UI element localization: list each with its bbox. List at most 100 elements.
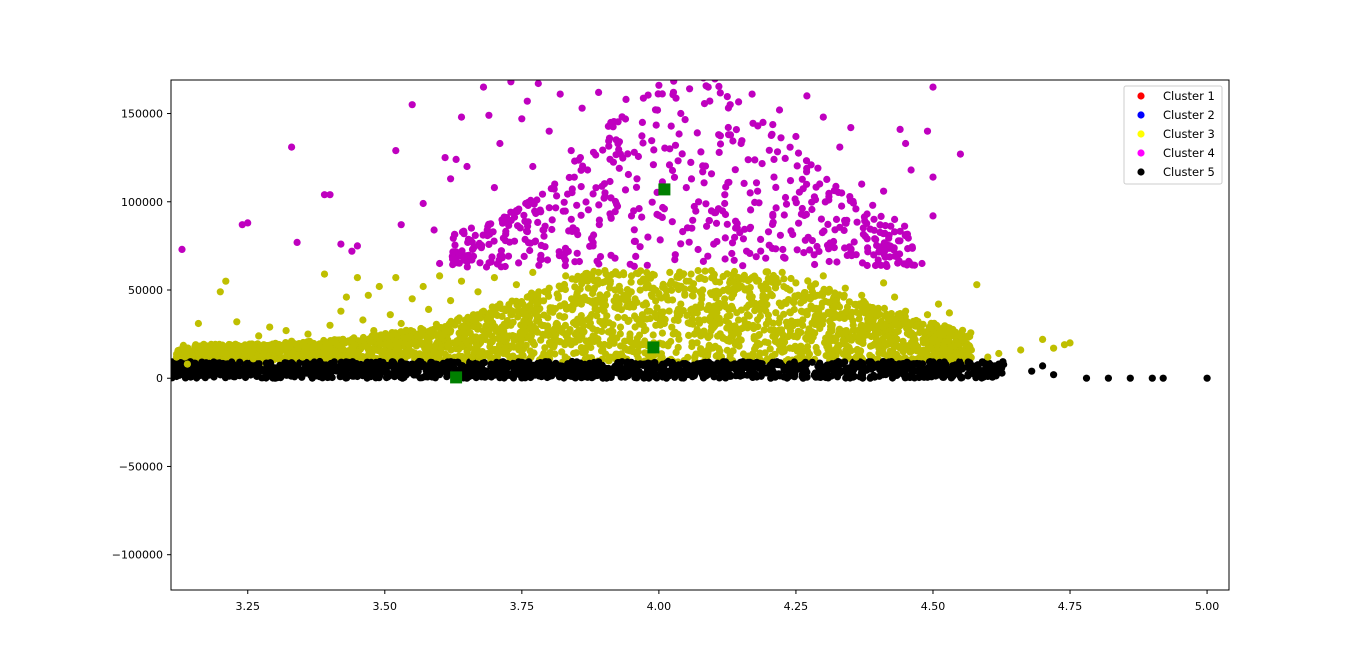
series-5-point <box>436 371 444 379</box>
cluster-4-dense-point <box>895 257 903 265</box>
cluster-5-dense-point <box>172 362 180 370</box>
cluster-4-dense-point <box>634 152 643 161</box>
cluster-3-dense-point <box>894 327 902 335</box>
cluster-4-dense-point <box>840 226 848 234</box>
series-4-point <box>605 134 614 142</box>
cluster-5-dense-point <box>913 359 921 368</box>
cluster-5-dense-point <box>288 359 296 367</box>
series-4-point <box>797 210 806 218</box>
cluster-4-dense-point <box>510 237 519 245</box>
cluster-3-dense-point <box>842 327 851 335</box>
series-3-point <box>447 297 455 305</box>
cluster-4-dense-point <box>798 175 806 183</box>
cluster-4-dense-point <box>540 232 548 240</box>
cluster-4-dense-point <box>799 185 807 193</box>
cluster-4-dense-point <box>678 150 686 158</box>
series-4-point <box>392 147 400 155</box>
series-4-point <box>775 106 784 114</box>
cluster-3-dense-point <box>540 311 548 319</box>
series-4-point <box>452 155 460 163</box>
cluster-4-dense-point <box>644 91 652 99</box>
cluster-4-dense-point <box>721 191 729 199</box>
cluster-5-dense-point <box>413 364 421 372</box>
cluster-4-dense-point <box>638 132 646 140</box>
series-3-point <box>249 355 257 363</box>
cluster-4-dense-point <box>896 227 904 235</box>
series-4-point <box>830 244 838 252</box>
series-4-point <box>743 247 751 255</box>
series-3-point <box>644 281 652 289</box>
series-3-point <box>902 307 910 315</box>
cluster-3-dense-point <box>754 276 763 285</box>
cluster-5-dense-point <box>891 361 900 369</box>
cluster-4-dense-point <box>488 253 496 261</box>
cluster-5-dense-point <box>247 371 255 379</box>
series-4-point <box>512 207 521 215</box>
series-4-point <box>814 164 822 172</box>
cluster-5-dense-point <box>837 367 845 375</box>
cluster-5-dense-point <box>296 359 304 367</box>
series-3-point <box>255 332 263 340</box>
series-5-point <box>956 372 965 381</box>
cluster-5-dense-point <box>227 365 235 373</box>
series-3-point <box>216 288 224 296</box>
cluster-4-dense-point <box>520 252 528 260</box>
series-4-point <box>754 187 762 195</box>
cluster-5-dense-point <box>710 373 718 381</box>
series-5-point <box>929 365 937 373</box>
series-3-point <box>841 284 849 292</box>
cluster-3-dense-point <box>568 295 576 303</box>
cluster-3-dense-point <box>958 329 966 337</box>
series-3-point <box>523 293 531 301</box>
series-5-point <box>172 372 181 381</box>
series-4-point <box>688 224 696 232</box>
cluster-5-dense-point <box>633 371 641 379</box>
cluster-3-dense-point <box>264 352 273 360</box>
series-3-point <box>995 349 1003 358</box>
cluster-3-dense-point <box>340 352 349 360</box>
cluster-3-dense-point <box>602 270 610 278</box>
cluster-5-dense-point <box>719 373 727 381</box>
series-4-point <box>408 101 416 109</box>
series-4-point <box>852 251 860 259</box>
series-3-point <box>907 330 915 338</box>
y-tick-label: 50000 <box>128 284 163 297</box>
cluster-4-dense-point <box>677 240 685 248</box>
series-3-point <box>710 270 718 278</box>
cluster-4-dense-point <box>722 183 730 191</box>
series-4-point <box>847 124 855 132</box>
cluster-5-dense-point <box>614 359 623 367</box>
series-4-point <box>523 97 531 105</box>
series-4-point <box>490 184 498 192</box>
cluster-3-dense-point <box>559 313 568 321</box>
cluster-3-dense-point <box>617 342 625 350</box>
cluster-4-dense-point <box>746 189 754 197</box>
series-4-point <box>584 166 592 174</box>
cluster-3-dense-point <box>262 342 270 350</box>
cluster-3-dense-point <box>215 340 223 348</box>
cluster-4-dense-point <box>820 227 828 235</box>
cluster-5-dense-point <box>627 369 635 377</box>
cluster-3-dense-point <box>611 297 620 305</box>
cluster-4-dense-point <box>523 218 531 227</box>
series-3-point <box>616 323 625 331</box>
cluster-3-dense-point <box>808 319 816 327</box>
series-4-point <box>825 196 833 204</box>
cluster-3-dense-point <box>192 341 200 349</box>
cluster-4-dense-point <box>772 183 780 191</box>
series-3-point <box>721 295 729 303</box>
cluster-5-dense-point <box>483 369 491 377</box>
series-3-point <box>880 279 888 287</box>
cluster-3-dense-point <box>494 335 502 343</box>
cluster-5-dense-point <box>255 360 263 368</box>
series-5-point <box>1126 374 1134 382</box>
cluster-3-dense-point <box>780 275 788 283</box>
cluster-3-dense-point <box>692 328 700 337</box>
cluster-3-dense-point <box>716 347 724 355</box>
series-3-point <box>490 274 498 282</box>
cluster-3-dense-point <box>552 336 560 344</box>
cluster-5-dense-point <box>336 373 344 381</box>
series-3-point <box>485 330 493 338</box>
series-3-point <box>743 304 751 312</box>
series-3-point <box>984 353 992 361</box>
